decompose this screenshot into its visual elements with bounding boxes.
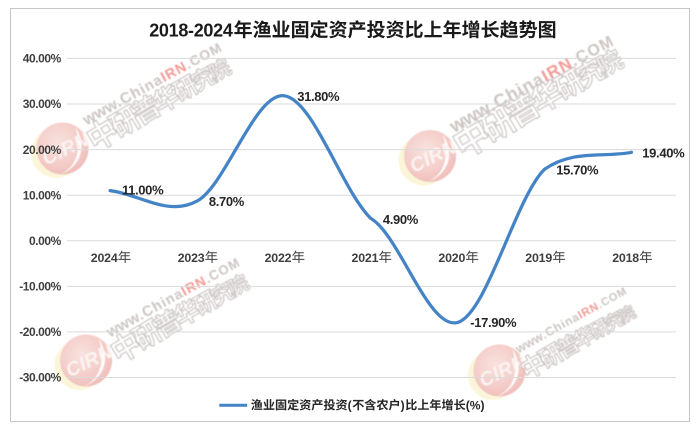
svg-text:11.00%: 11.00% xyxy=(122,182,164,197)
svg-text:15.70%: 15.70% xyxy=(556,162,599,177)
svg-text:2022: 2022 xyxy=(265,251,292,265)
svg-text:-10.00%: -10.00% xyxy=(19,280,61,294)
svg-text:31.80%: 31.80% xyxy=(297,89,340,104)
svg-text:20.00%: 20.00% xyxy=(23,143,62,157)
svg-text:-20.00%: -20.00% xyxy=(19,325,61,339)
svg-text:.: . xyxy=(539,328,549,342)
svg-text:(%): (%) xyxy=(466,398,485,412)
svg-text:30.00%: 30.00% xyxy=(23,97,62,111)
svg-text:I: I xyxy=(178,283,189,299)
svg-text:.: . xyxy=(182,56,193,72)
svg-text:40.00%: 40.00% xyxy=(23,52,62,66)
svg-text:I: I xyxy=(576,309,585,322)
svg-text:2018: 2018 xyxy=(612,251,639,265)
svg-text:i: i xyxy=(558,317,568,331)
svg-text:(: ( xyxy=(348,398,353,412)
svg-text:-17.90%: -17.90% xyxy=(470,315,517,330)
svg-text:i: i xyxy=(137,82,148,98)
svg-text:-30.00%: -30.00% xyxy=(19,371,61,385)
svg-text:.: . xyxy=(202,271,212,286)
svg-text:8.70%: 8.70% xyxy=(209,194,245,209)
svg-text:.: . xyxy=(596,299,604,311)
svg-text:4.90%: 4.90% xyxy=(383,212,419,227)
svg-text:2021: 2021 xyxy=(352,251,379,265)
svg-text:10.00%: 10.00% xyxy=(23,188,62,202)
svg-text:2020: 2020 xyxy=(438,251,465,265)
svg-text:2024: 2024 xyxy=(91,251,118,265)
svg-text:2018-2024: 2018-2024 xyxy=(149,21,233,41)
svg-text:2019: 2019 xyxy=(525,251,552,265)
svg-text:I: I xyxy=(158,70,169,86)
svg-text:i: i xyxy=(158,295,169,311)
svg-text:2023: 2023 xyxy=(178,251,205,265)
svg-text:): ) xyxy=(401,398,405,412)
svg-text:0.00%: 0.00% xyxy=(29,234,62,248)
svg-text:.: . xyxy=(135,308,146,324)
svg-text:19.40%: 19.40% xyxy=(642,146,685,161)
